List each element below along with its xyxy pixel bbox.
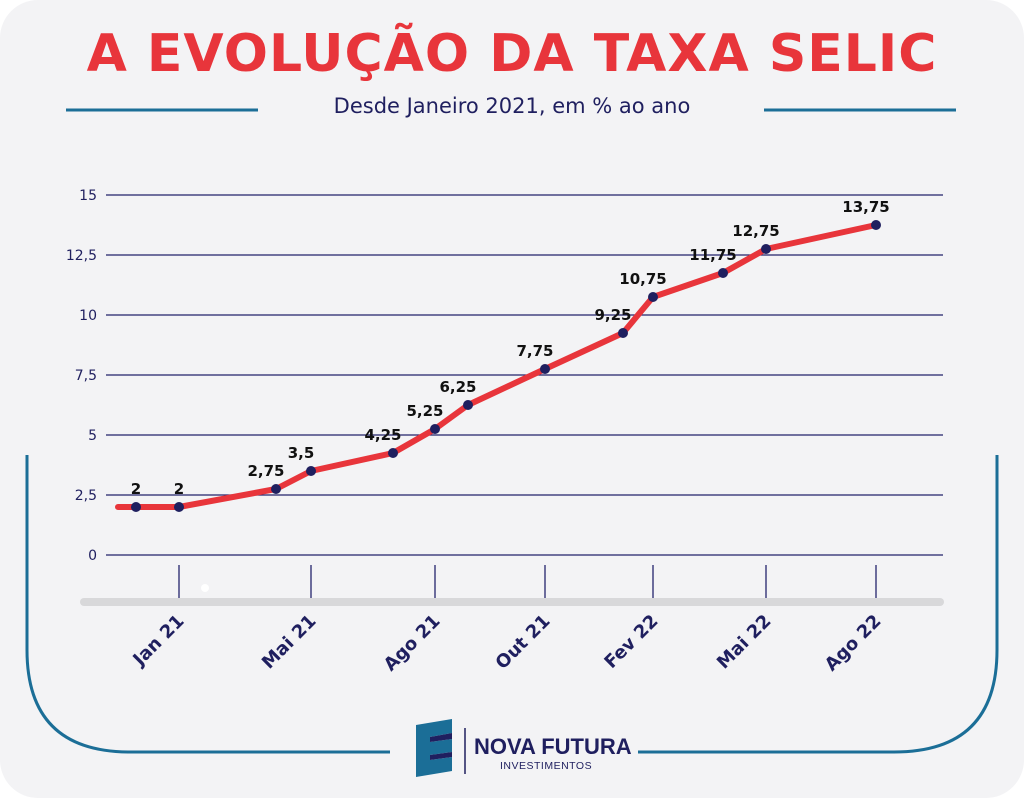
selic-series <box>115 220 881 512</box>
frame-left <box>25 455 390 754</box>
y-tick-label: 2,5 <box>75 488 97 504</box>
decorative-frame <box>25 108 999 754</box>
logo-shape <box>416 719 452 777</box>
x-tick-label: Fev 22 <box>600 611 662 673</box>
data-label: 11,75 <box>689 246 736 264</box>
y-tick-label: 7,5 <box>75 368 97 384</box>
data-point <box>388 448 398 458</box>
data-label: 6,25 <box>439 378 476 396</box>
grid-lines <box>106 194 943 556</box>
x-tick-label: Out 21 <box>492 611 555 674</box>
data-point <box>463 400 473 410</box>
data-point <box>306 466 316 476</box>
nova-futura-logo-icon <box>416 719 466 777</box>
data-point <box>718 268 728 278</box>
chart-title: A EVOLUÇÃO DA TAXA SELIC <box>86 24 938 84</box>
data-label: 2,75 <box>247 462 284 480</box>
data-point <box>430 424 440 434</box>
logo-shape-accent <box>430 752 452 760</box>
data-label: 2 <box>174 480 184 498</box>
chart-subtitle: Desde Janeiro 2021, em % ao ano <box>333 94 691 118</box>
data-label: 12,75 <box>732 222 779 240</box>
y-tick-label: 12,5 <box>66 248 97 264</box>
x-axis: Jan 21 Mai 21 Ago 21 Out 21 Fev 22 Mai 22 Ago … <box>128 565 886 675</box>
x-tick-label: Mai 21 <box>258 611 321 674</box>
decor-dot <box>201 584 209 592</box>
data-point <box>540 364 550 374</box>
data-label: 5,25 <box>406 402 443 420</box>
y-tick-label: 10 <box>79 308 97 324</box>
data-point <box>271 484 281 494</box>
x-tick-label: Ago 21 <box>380 611 445 676</box>
data-label: 2 <box>131 480 141 498</box>
data-point <box>761 244 771 254</box>
y-tick-label: 0 <box>88 548 97 564</box>
x-tick-label: Ago 22 <box>821 611 886 676</box>
y-tick-label: 5 <box>88 428 97 444</box>
data-point <box>871 220 881 230</box>
data-point <box>648 292 658 302</box>
logo-subtitle: INVESTIMENTOS <box>500 760 593 772</box>
data-label: 10,75 <box>619 270 666 288</box>
data-label: 13,75 <box>842 198 889 216</box>
logo-shape-accent <box>430 733 452 742</box>
x-tick-label: Mai 22 <box>713 611 776 674</box>
data-label: 4,25 <box>364 426 401 444</box>
data-label: 3,5 <box>288 444 315 462</box>
data-point <box>618 328 628 338</box>
logo-name: NOVA FUTURA <box>474 734 632 759</box>
data-point <box>174 502 184 512</box>
frame-right <box>638 455 999 754</box>
y-tick-label: 15 <box>79 188 97 204</box>
data-labels: 2 2 2,753,5 4,25 5,25 6,25 7,75 9,25 10,75 11,75 1… <box>131 198 890 498</box>
series-line <box>115 222 879 510</box>
data-label: 7,75 <box>516 342 553 360</box>
data-point <box>131 502 141 512</box>
y-axis-tick-labels: 0 2,5 5 7,5 10 12,5 15 <box>66 188 97 564</box>
x-tick-label: Jan 21 <box>128 611 189 672</box>
data-label: 9,25 <box>594 306 631 324</box>
